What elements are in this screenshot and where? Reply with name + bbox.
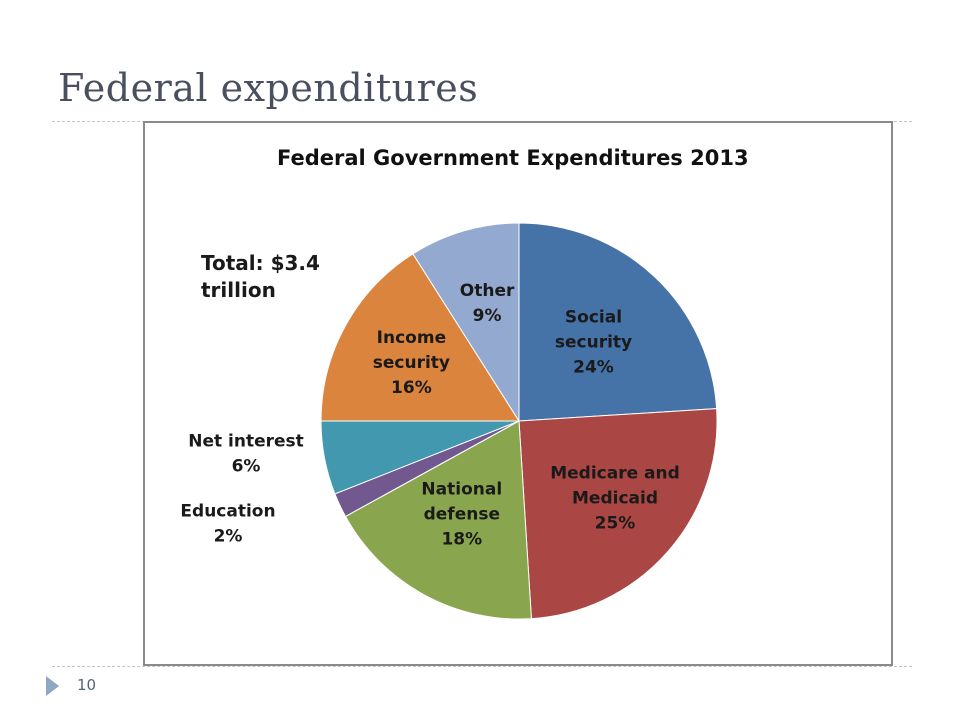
pie-label-line: 2% [214,527,243,547]
triangle-bullet-icon [46,676,59,696]
slide-title: Federal expenditures [58,66,479,110]
pie-label-line: 9% [473,306,502,326]
pie-slice-other [412,222,520,423]
total-note-line-2: trillion [201,278,276,302]
pie-label-line: National [421,480,502,500]
pie-label-line: security [555,333,632,353]
pie-slice-medicare-and-medicaid [518,408,718,620]
pie-label-national-defense: National defense 18% [421,480,502,550]
pie-label-line: 25% [595,514,636,534]
pie-label-line: 6% [232,457,261,477]
pie-label-line: Medicare and [550,464,680,484]
pie-label-line: 24% [573,358,614,378]
pie-label-line: Income [377,328,446,348]
pie-chart: Federal Government Expenditures 2013 Tot… [180,146,749,620]
pie-label-medicare-and-medicaid: Medicare and Medicaid 25% [550,464,680,534]
chart-title: Federal Government Expenditures 2013 [277,146,749,170]
footer-divider [52,666,912,667]
pie-label-line: Education [180,502,275,522]
pie-label-line: 18% [441,530,482,550]
pie-slices [320,222,718,620]
pie-slice-national-defense [344,420,532,620]
pie-label-net-interest: Net interest 6% [188,432,304,477]
pie-slice-income-security [320,253,520,422]
chart-frame: Federal Government Expenditures 2013 Tot… [143,121,893,666]
pie-label-line: 16% [391,378,432,398]
pie-label-social-security: Social security 24% [555,308,632,378]
pie-slice-social-security [518,222,718,422]
pie-label-line: Medicaid [572,489,658,509]
total-note: Total: $3.4 trillion [201,251,327,302]
pie-label-education: Education 2% [180,502,275,547]
pie-label-line: security [373,353,450,373]
pie-label-other: Other 9% [460,281,515,326]
pie-label-income-security: Income security 16% [373,328,450,398]
total-note-line-1: Total: $3.4 [201,251,320,275]
pie-label-line: Net interest [188,432,304,452]
pie-label-line: Social [565,308,622,328]
page-number: 10 [77,676,97,694]
pie-label-line: Other [460,281,515,301]
pie-labels: Social security 24% Medicare and Medicaid 25%… [180,281,679,550]
pie-label-line: defense [424,505,500,525]
